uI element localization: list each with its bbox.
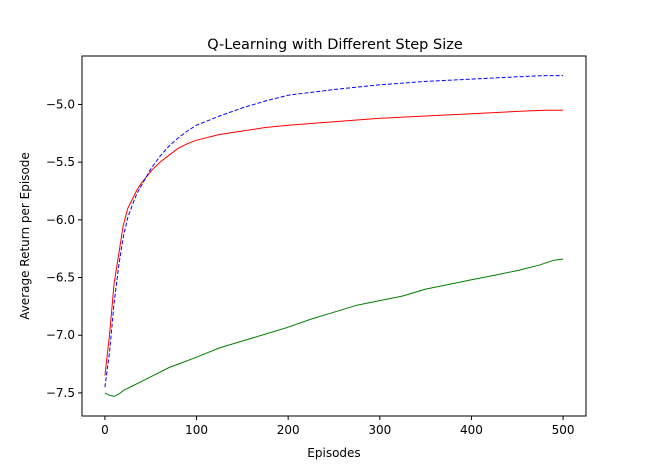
y-axis: −7.5 −7.0 −6.5 −6.0 −5.5 −5.0: [46, 97, 82, 400]
y-tick-label: −7.5: [46, 386, 75, 400]
series-line-2: [104, 75, 564, 388]
y-axis-label: Average Return per Episode: [18, 152, 32, 320]
x-axis-label: Episodes: [307, 446, 360, 460]
plot-frame: [81, 55, 587, 417]
y-tick-label: −6.5: [46, 271, 75, 285]
chart-title: Q-Learning with Different Step Size: [207, 37, 463, 53]
x-tick-label: 0: [101, 423, 109, 437]
y-tick-label: −5.0: [46, 97, 75, 111]
plot-lines: [104, 75, 564, 397]
y-tick-label: −5.5: [46, 155, 75, 169]
x-axis: 0 100 200 300 400 500: [101, 416, 575, 437]
x-tick-label: 200: [277, 423, 300, 437]
y-tick-label: −7.0: [46, 328, 75, 342]
x-tick-label: 500: [552, 423, 575, 437]
series-line-1: [104, 109, 564, 376]
x-tick-label: 300: [368, 423, 391, 437]
series-line-3: [104, 258, 564, 397]
x-tick-label: 100: [185, 423, 208, 437]
y-tick-label: −6.0: [46, 213, 75, 227]
x-tick-label: 400: [460, 423, 483, 437]
